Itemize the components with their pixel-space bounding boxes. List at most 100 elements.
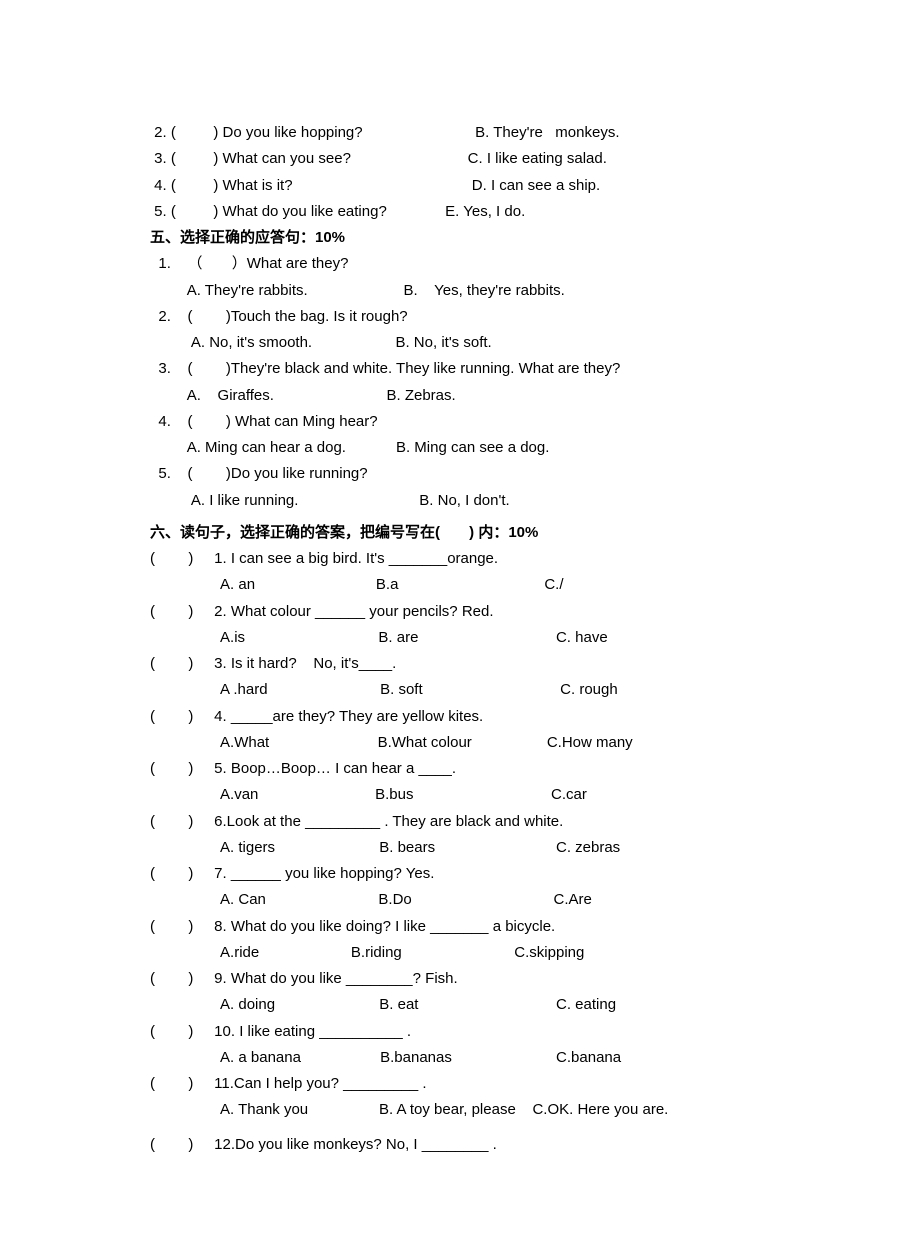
question: What is it? bbox=[223, 177, 293, 194]
opt-a: A. tigers bbox=[220, 839, 275, 856]
question: 9. What do you like ________? Fish. bbox=[214, 970, 458, 987]
s5-a5: A. I like running. B. No, I don't. bbox=[150, 488, 770, 514]
question: Do you like hopping? bbox=[223, 124, 363, 141]
section6-body: ( ) 1. I can see a big bird. It's ______… bbox=[150, 546, 770, 1158]
opt-a: A.is bbox=[220, 629, 245, 646]
s6-a10: A. a banana B.bananas C.banana bbox=[150, 1045, 770, 1071]
num: 3 bbox=[154, 150, 162, 167]
s6-a3: A .hard B. soft C. rough bbox=[150, 677, 770, 703]
opt-a: A. Thank you bbox=[220, 1101, 308, 1118]
s4-item-2: 2. ( ) Do you like hopping? B. They're m… bbox=[150, 120, 770, 146]
question: 7. ______ you like hopping? Yes. bbox=[214, 865, 434, 882]
opt-b: B. soft bbox=[380, 681, 423, 698]
s5-q2: 2. ( )Touch the bag. Is it rough? bbox=[150, 304, 770, 330]
section4-tail: 2. ( ) Do you like hopping? B. They're m… bbox=[150, 120, 770, 225]
s6-q4: ( ) 4. _____are they? They are yellow ki… bbox=[150, 704, 770, 730]
s6-q5: ( ) 5. Boop…Boop… I can hear a ____. bbox=[150, 756, 770, 782]
opt-b: B. bears bbox=[379, 839, 435, 856]
opt-b: B.What colour bbox=[378, 734, 472, 751]
num: 1 bbox=[158, 255, 166, 272]
s4-item-3: 3. ( ) What can you see? C. I like eatin… bbox=[150, 146, 770, 172]
section5-title: 五、选择正确的应答句：10% bbox=[150, 225, 770, 251]
s6-q10: ( ) 10. I like eating __________ . bbox=[150, 1019, 770, 1045]
opt-a: A. No, it's smooth. bbox=[191, 334, 312, 351]
s6-a1: A. an B.a C./ bbox=[150, 572, 770, 598]
s6-a7: A. Can B.Do C.Are bbox=[150, 887, 770, 913]
letter: E bbox=[445, 203, 455, 220]
s4-item-4: 4. ( ) What is it? D. I can see a ship. bbox=[150, 173, 770, 199]
num: 5 bbox=[154, 203, 162, 220]
section6-title: 六、读句子，选择正确的答案，把编号写在( ) 内：10% bbox=[150, 520, 770, 546]
opt-c: C.car bbox=[551, 786, 587, 803]
question: 10. I like eating __________ . bbox=[214, 1023, 411, 1040]
s6-a5: A.van B.bus C.car bbox=[150, 782, 770, 808]
s6-q7: ( ) 7. ______ you like hopping? Yes. bbox=[150, 861, 770, 887]
s6-a8: A.ride B.riding C.skipping bbox=[150, 940, 770, 966]
opt-a: A. doing bbox=[220, 996, 275, 1013]
opt-b: B.Do bbox=[378, 891, 411, 908]
s6-q1: ( ) 1. I can see a big bird. It's ______… bbox=[150, 546, 770, 572]
s5-q5: 5. ( )Do you like running? bbox=[150, 461, 770, 487]
opt-c: C.banana bbox=[556, 1049, 621, 1066]
opt-b: B. No, it's soft. bbox=[395, 334, 491, 351]
num: 5 bbox=[158, 465, 166, 482]
opt-a: A. Giraffes. bbox=[187, 387, 274, 404]
s6-q6: ( ) 6.Look at the _________ . They are b… bbox=[150, 809, 770, 835]
question: 12.Do you like monkeys? No, I ________ . bbox=[214, 1136, 497, 1153]
opt-c: C.Are bbox=[553, 891, 591, 908]
s4-item-5: 5. ( ) What do you like eating? E. Yes, … bbox=[150, 199, 770, 225]
question: ( ) What can Ming hear? bbox=[188, 413, 378, 430]
question: ( )Touch the bag. Is it rough? bbox=[188, 308, 408, 325]
letter: B bbox=[475, 124, 485, 141]
s6-q9: ( ) 9. What do you like ________? Fish. bbox=[150, 966, 770, 992]
opt-b: B. Ming can see a dog. bbox=[396, 439, 549, 456]
s5-q1: 1. （ ）What are they? bbox=[150, 251, 770, 277]
s5-q3: 3. ( )They're black and white. They like… bbox=[150, 356, 770, 382]
opt-b: B. Zebras. bbox=[386, 387, 455, 404]
question: 6.Look at the _________ . They are black… bbox=[214, 813, 563, 830]
opt-c: C. zebras bbox=[556, 839, 620, 856]
opt-c: C. have bbox=[556, 629, 608, 646]
opt-a: A. Can bbox=[220, 891, 266, 908]
letter: D bbox=[472, 177, 483, 194]
letter: C bbox=[468, 150, 479, 167]
opt-b: B.bananas bbox=[380, 1049, 452, 1066]
opt-a: A.van bbox=[220, 786, 258, 803]
opt-b: B. are bbox=[378, 629, 418, 646]
question: 8. What do you like doing? I like ______… bbox=[214, 918, 555, 935]
question: ( )They're black and white. They like ru… bbox=[188, 360, 621, 377]
question: 5. Boop…Boop… I can hear a ____. bbox=[214, 760, 456, 777]
opt-c: C.OK. Here you are. bbox=[532, 1101, 668, 1118]
question: 11.Can I help you? _________ . bbox=[214, 1075, 426, 1092]
opt-b: B. eat bbox=[379, 996, 418, 1013]
s6-a9: A. doing B. eat C. eating bbox=[150, 992, 770, 1018]
question: ( )Do you like running? bbox=[188, 465, 368, 482]
s5-a4: A. Ming can hear a dog. B. Ming can see … bbox=[150, 435, 770, 461]
opt-c: C. eating bbox=[556, 996, 616, 1013]
opt-c: C.How many bbox=[547, 734, 633, 751]
opt-b: B.riding bbox=[351, 944, 402, 961]
opt-a: A. They're rabbits. bbox=[187, 282, 308, 299]
s6-q2: ( ) 2. What colour ______ your pencils? … bbox=[150, 599, 770, 625]
opt-c: C.skipping bbox=[514, 944, 584, 961]
answer: Yes, I do. bbox=[463, 203, 525, 220]
num: 2 bbox=[158, 308, 166, 325]
opt-b: B. A toy bear, please bbox=[379, 1101, 516, 1118]
num: 3 bbox=[158, 360, 166, 377]
s6-q11: ( ) 11.Can I help you? _________ . bbox=[150, 1071, 770, 1097]
opt-a: A .hard bbox=[220, 681, 268, 698]
s6-a2: A.is B. are C. have bbox=[150, 625, 770, 651]
opt-a: A. an bbox=[220, 576, 255, 593]
answer: I like eating salad. bbox=[487, 150, 607, 167]
s6-a11: A. Thank you B. A toy bear, please C.OK.… bbox=[150, 1097, 770, 1123]
opt-a: A. I like running. bbox=[191, 492, 299, 509]
opt-b: B. Yes, they're rabbits. bbox=[404, 282, 565, 299]
s6-q12: ( ) 12.Do you like monkeys? No, I ______… bbox=[150, 1132, 770, 1158]
num: 4 bbox=[154, 177, 162, 194]
opt-a: A. a banana bbox=[220, 1049, 301, 1066]
question: What can you see? bbox=[223, 150, 351, 167]
opt-a: A.ride bbox=[220, 944, 259, 961]
s5-a3: A. Giraffes. B. Zebras. bbox=[150, 383, 770, 409]
s5-q4: 4. ( ) What can Ming hear? bbox=[150, 409, 770, 435]
s6-q3: ( ) 3. Is it hard? No, it's____. bbox=[150, 651, 770, 677]
